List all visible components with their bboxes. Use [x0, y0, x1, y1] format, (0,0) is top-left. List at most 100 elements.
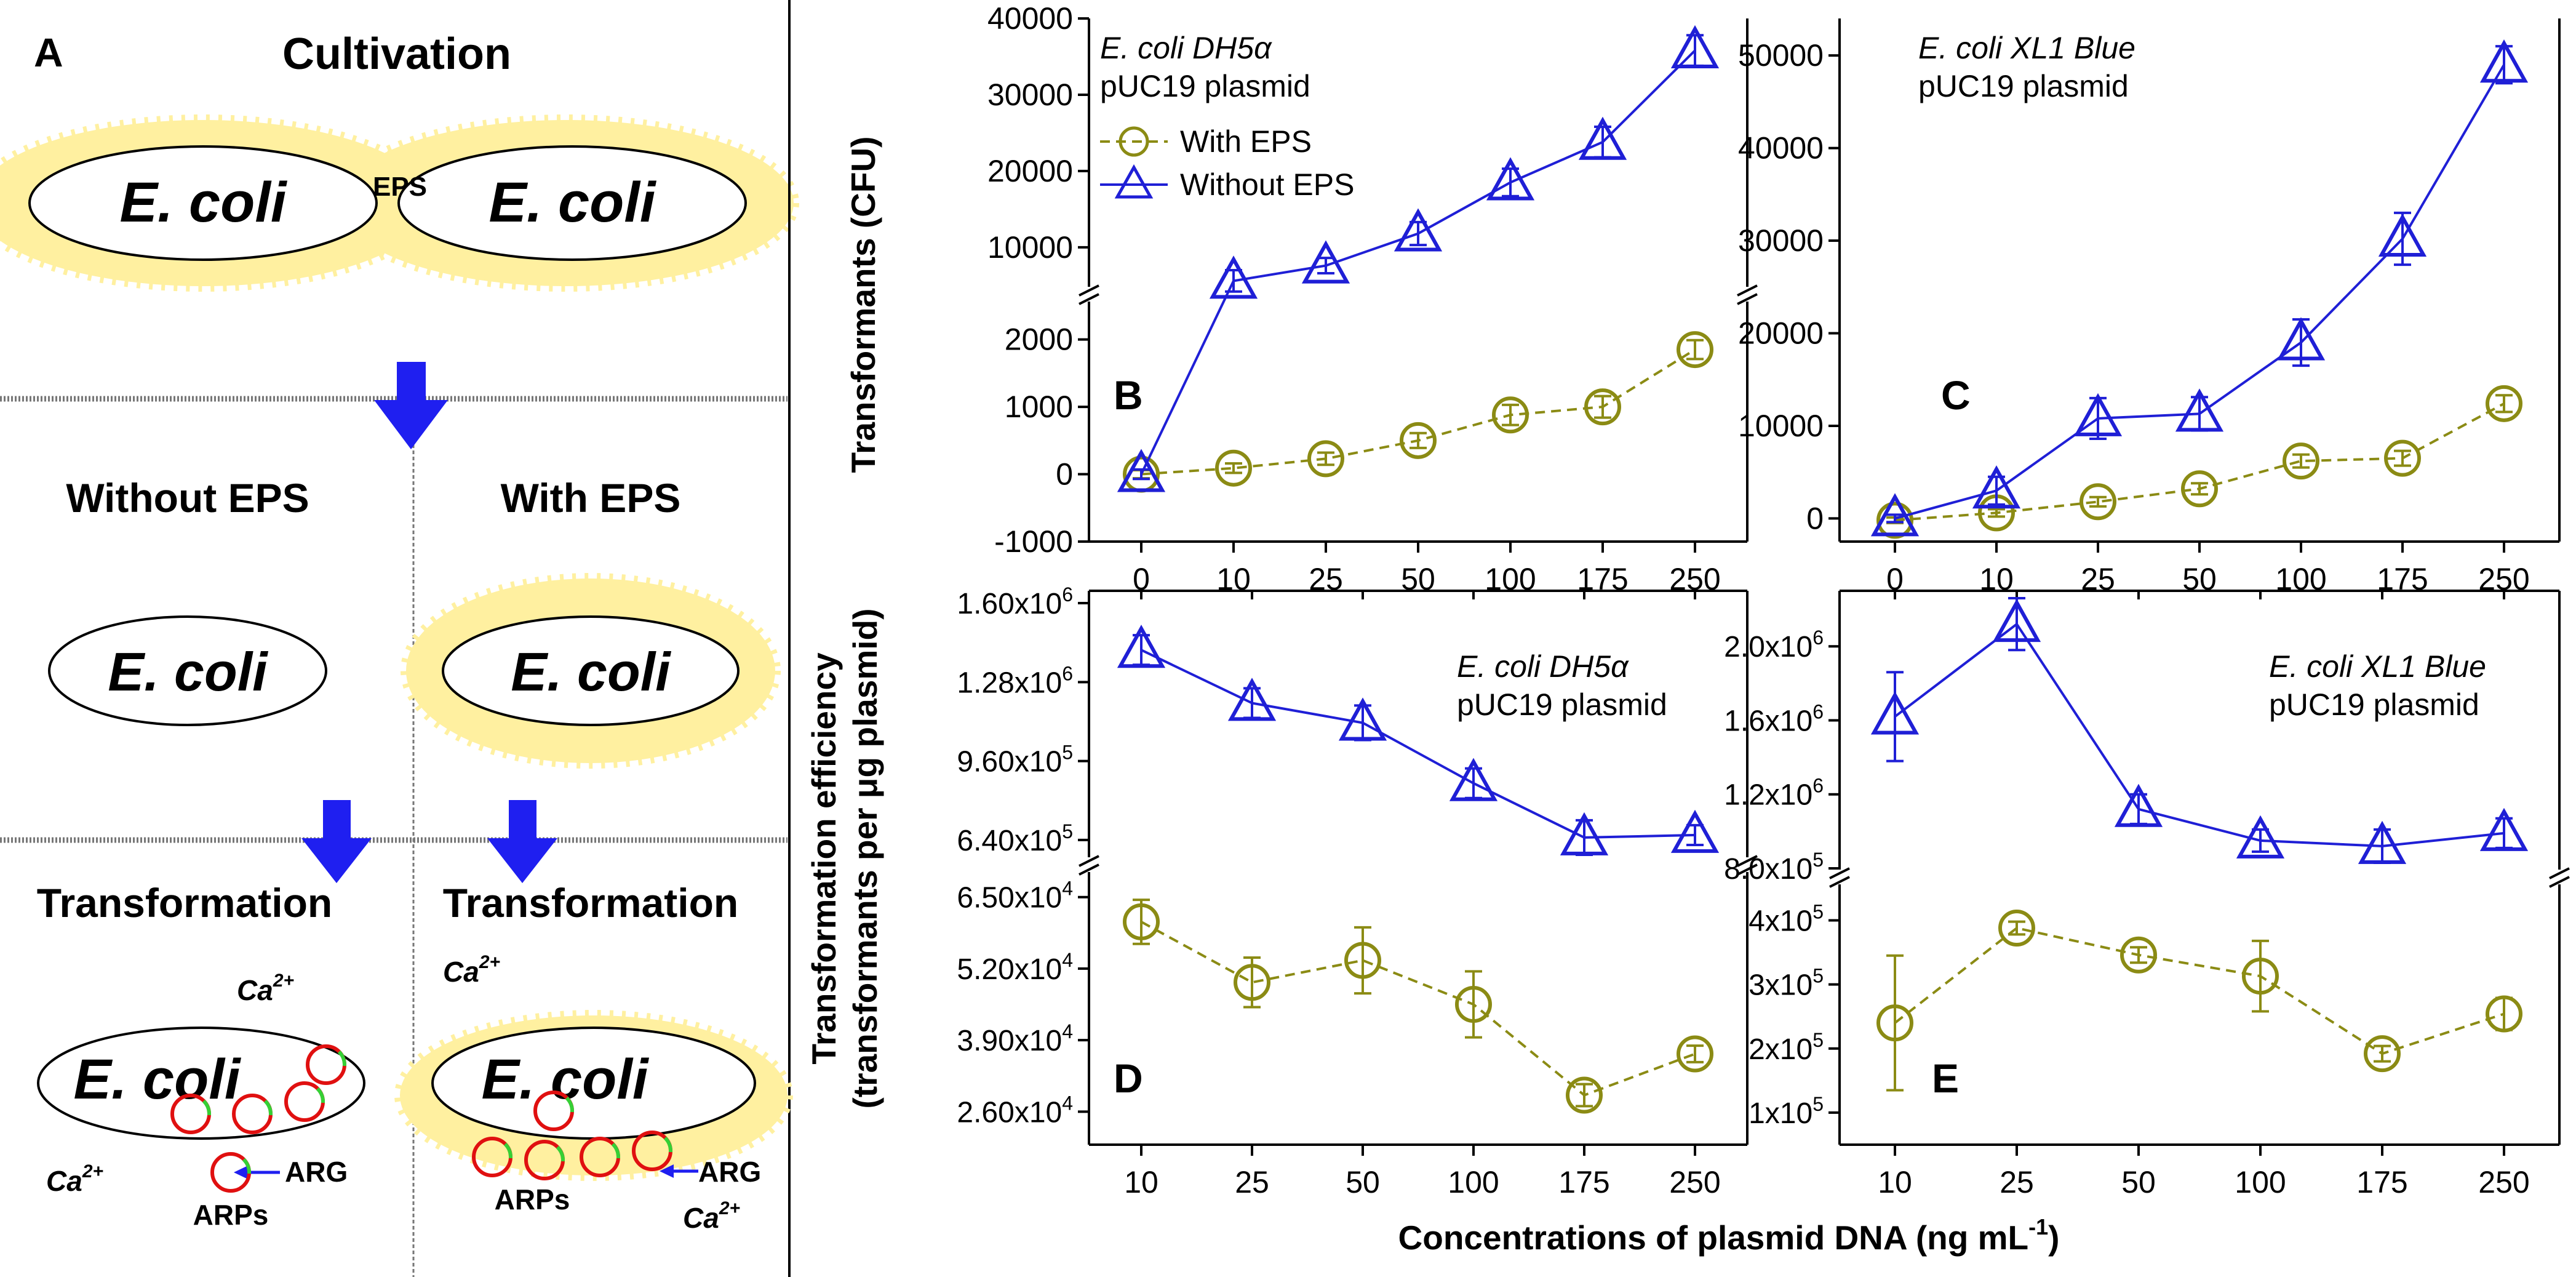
chart-title: E. coli XL1 Blue [2269, 649, 2486, 684]
y-tick-label: 1x105 [1749, 1093, 1824, 1130]
legend-label-with-eps: With EPS [1180, 124, 1312, 159]
marker-with-eps [1566, 1076, 1603, 1114]
y-tick-label: 30000 [1738, 223, 1824, 258]
marker-without-eps [1560, 812, 1609, 855]
chart-panel-c: 0 10 25 50 100 175 250010000200003000040000500… [1738, 18, 2561, 596]
x-tick-label: 25 [2000, 1165, 2034, 1199]
series-line-with-eps [1894, 926, 2505, 1055]
ecoli-label-with-eps: E. coli [511, 641, 671, 702]
marker-with-eps [2364, 1035, 2401, 1073]
panel-label-d: D [1114, 1055, 1143, 1101]
marker-without-eps [2479, 807, 2529, 851]
marker-without-eps [1394, 208, 1443, 252]
x-tick-label: 100 [2235, 1165, 2286, 1199]
axis-break-mark [2549, 867, 2570, 879]
series-line-without-eps [1141, 649, 1696, 839]
panel-label-b: B [1114, 372, 1143, 418]
panel-label-e: E [1932, 1055, 1959, 1101]
marker-without-eps [1301, 240, 1350, 284]
plasmid-group [170, 1044, 673, 1193]
resistance-gene-icon [503, 1142, 513, 1159]
y-tick-label: 3x105 [1749, 965, 1824, 1002]
marker-without-eps [1972, 465, 2021, 509]
ca-label-4: Ca2+ [683, 1198, 740, 1234]
marker-without-eps [1992, 598, 2041, 643]
axis-break-mark [1079, 293, 1099, 305]
axis-break-mark [1829, 876, 1850, 888]
marker-without-eps [2378, 213, 2427, 257]
chart-subtitle: pUC19 plasmid [2269, 687, 2479, 722]
marker-with-eps [1584, 388, 1621, 426]
series-line-without-eps [1894, 64, 2505, 520]
marker-without-eps [2073, 393, 2123, 436]
chart-title: E. coli DH5α [1100, 31, 1272, 65]
y-tick-label: 9.60x105 [957, 742, 1073, 779]
marker-with-eps [1123, 903, 1160, 940]
marker-with-eps [1677, 1035, 1713, 1073]
panel-label-a: A [34, 30, 63, 75]
chart-panel-b: 0 10 25 50 100 175 250-10000100020001000020000… [987, 1, 1760, 596]
ca-label-3: Ca2+ [443, 952, 500, 988]
ecoli-cell-left [28, 145, 378, 261]
arg-label-left: ARG [285, 1156, 348, 1188]
axis-break-mark [1737, 863, 1758, 876]
x-axis-title: Concentrations of plasmid DNA (ng mL-1) [1398, 1214, 2060, 1257]
ecoli-cell-transform-left [37, 1027, 365, 1140]
marker-with-eps [2486, 385, 2522, 422]
marker-with-eps [2080, 483, 2116, 521]
y-axis-title-bottom-line1: Transformation efficiency [805, 652, 843, 1065]
marker-without-eps [1486, 157, 1535, 201]
arps-label-right: ARPs [495, 1183, 570, 1215]
y-tick-label: 5.20x104 [957, 949, 1073, 986]
x-tick-label: 50 [2121, 1165, 2156, 1199]
ecoli-label-right: E. coli [489, 171, 657, 234]
y-tick-label: 4x105 [1749, 900, 1824, 937]
axis-break-mark [1737, 284, 1758, 297]
legend-label-without-eps: Without EPS [1180, 167, 1354, 202]
marker-with-eps [1455, 986, 1492, 1023]
marker-with-eps [1307, 440, 1344, 478]
marker-without-eps [1670, 25, 1720, 69]
without-eps-heading: Without EPS [66, 475, 309, 521]
ecoli-label-no-eps: E. coli [108, 641, 268, 702]
chart-title: E. coli XL1 Blue [1918, 31, 2135, 65]
marker-with-eps [1215, 449, 1252, 487]
x-tick-label: 10 [1124, 1165, 1158, 1199]
chart-panel-e: 10 25 50 100 175 250 1x105 2x105 3x105 4x105 8.0x1… [1724, 590, 2572, 1199]
marker-with-eps [1400, 422, 1437, 459]
x-tick-label: 175 [2356, 1165, 2407, 1199]
y-tick-label: 20000 [987, 154, 1073, 188]
marker-with-eps [2283, 442, 2319, 480]
axis-break-mark [1737, 855, 1758, 867]
marker-without-eps [1209, 255, 1258, 299]
y-tick-label: 2.60x104 [957, 1092, 1073, 1129]
x-tick-label: 50 [1346, 1165, 1380, 1199]
marker-without-eps [1338, 697, 1387, 741]
legend-marker-without-eps [1114, 164, 1154, 199]
x-tick-label: 175 [1558, 1165, 1609, 1199]
panel-label-c: C [1941, 372, 1971, 418]
x-tick-label: 250 [2478, 1165, 2529, 1199]
ecoli-label-left: E. coli [120, 171, 288, 234]
y-tick-label: 6.50x104 [957, 878, 1073, 915]
chart-title: E. coli DH5α [1457, 649, 1629, 684]
resistance-gene-icon [663, 1136, 673, 1153]
marker-without-eps [2236, 815, 2285, 859]
series-line-without-eps [1140, 49, 1696, 475]
arg-arrowhead-left [234, 1165, 249, 1180]
marker-without-eps [2114, 783, 2163, 827]
y-axis-title-bottom-line2: (transformants per μg plasmid) [846, 609, 884, 1109]
y-tick-label: 20000 [1738, 316, 1824, 351]
marker-with-eps [2486, 995, 2522, 1033]
chart-subtitle: pUC19 plasmid [1100, 69, 1310, 103]
ecoli-label-transform-right: E. coli [482, 1048, 650, 1111]
y-tick-label: 3.90x104 [957, 1020, 1073, 1057]
transformation-heading-right: Transformation [443, 880, 738, 926]
axis-break-mark [1737, 293, 1758, 305]
ca-label-2: Ca2+ [46, 1161, 103, 1197]
y-tick-label: 1.2x106 [1724, 775, 1824, 812]
axis-break-mark [2549, 876, 2570, 888]
marker-with-eps [1677, 331, 1713, 369]
marker-without-eps [2175, 388, 2224, 432]
y-tick-label: 8.0x105 [1724, 849, 1824, 886]
